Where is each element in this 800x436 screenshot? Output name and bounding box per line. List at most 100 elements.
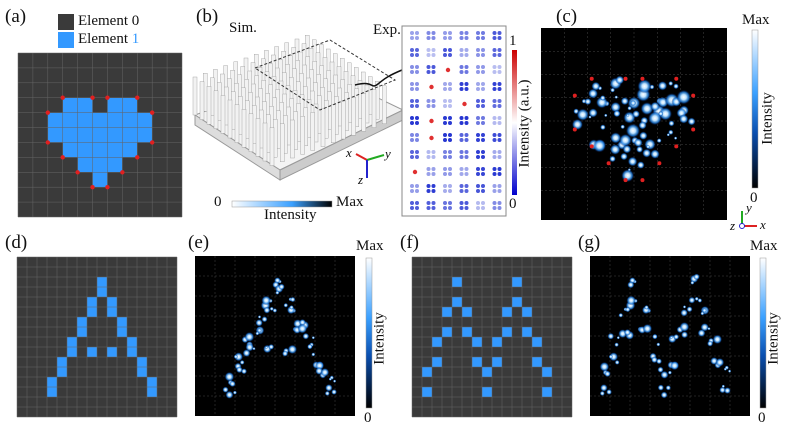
colorbar-e-title: Intensity (371, 312, 388, 365)
exp-blue-spot (431, 167, 436, 171)
intensity-spot (640, 102, 654, 116)
intensity-spot (627, 105, 632, 111)
intensity-spot (676, 89, 692, 105)
exp-blue-spot (497, 184, 502, 188)
element-1-cell (107, 157, 123, 173)
exp-colorbar-title: Intensity (a.u.) (516, 79, 533, 168)
exp-blue-spot (448, 53, 452, 57)
intensity-spot (283, 302, 289, 308)
element-1-cell (77, 142, 93, 158)
exp-blue-spot (426, 167, 431, 171)
exp-blue-spot (497, 99, 502, 103)
exp-blue-spot (410, 133, 414, 137)
intensity-spot (609, 155, 616, 163)
axes-triad-c (739, 211, 757, 229)
exp-blue-spot (476, 53, 480, 57)
exp-blue-spot (492, 133, 497, 137)
intensity-spot (719, 386, 726, 394)
element-1-cell (87, 347, 97, 357)
exp-blue-spot (459, 172, 464, 176)
exp-blue-spot (481, 167, 485, 171)
intensity-spot (257, 327, 262, 333)
exp-blue-spot (448, 189, 452, 193)
exp-blue-spot (492, 82, 497, 86)
intensity-spot (715, 357, 725, 367)
axis-x-label-c: x (760, 217, 766, 232)
exp-blue-spot (443, 53, 447, 57)
exp-blue-spot (415, 48, 419, 52)
element-1-cell (492, 357, 502, 367)
element-1-cell (442, 307, 452, 317)
exp-blue-spot (497, 48, 502, 52)
exp-blue-spot (497, 87, 502, 91)
sim-colorbar-title: Intensity (264, 207, 317, 223)
exp-blue-spot (410, 65, 414, 69)
exp-blue-spot (459, 48, 464, 52)
exp-blue-spot (459, 36, 464, 40)
exp-blue-spot (476, 184, 480, 188)
sim-colorbar-max: Max (336, 194, 364, 210)
intensity-spot (234, 352, 244, 362)
element-1-cell (62, 127, 78, 143)
exp-blue-spot (448, 48, 452, 52)
exp-blue-spot (464, 138, 469, 142)
intensity-spot (608, 354, 613, 359)
intensity-spot (328, 377, 332, 381)
exp-blue-spot (459, 138, 464, 142)
intensity-spot (660, 391, 668, 399)
intensity-spot (620, 124, 626, 130)
exp-blue-spot (431, 104, 436, 108)
exp-blue-spot (476, 70, 480, 74)
element-1-cell (62, 142, 78, 158)
exp-blue-spot (410, 87, 414, 91)
element-1-cell (122, 127, 138, 143)
axis-y-label-b: y (385, 146, 391, 161)
intensity-spot (652, 333, 658, 340)
intensity-grid-lines (195, 256, 355, 416)
exp-blue-spot (464, 116, 469, 120)
colorbar-e-max: Max (356, 238, 384, 254)
exp-blue-spot (443, 167, 447, 171)
intensity-spot (576, 108, 589, 121)
exp-blue-spot (459, 121, 464, 125)
exp-blue-spot (415, 70, 419, 74)
exp-blue-spot (426, 201, 431, 205)
nanopillar (199, 81, 205, 120)
element-1-cell (137, 357, 147, 367)
intensity-spot (700, 311, 705, 316)
intensity-spot (599, 361, 610, 372)
element-1-cell (47, 377, 57, 387)
exp-blue-spot (464, 65, 469, 69)
element-1-cell (452, 277, 462, 287)
exp-blue-spot (443, 201, 447, 205)
exp-blue-spot (481, 53, 485, 57)
exp-blue-spot (443, 104, 447, 108)
element-1-cell (92, 127, 108, 143)
exp-blue-spot (410, 184, 414, 188)
colorbar-g-max: Max (750, 238, 778, 254)
exp-blue-spot (415, 155, 419, 159)
exp-blue-spot (459, 133, 464, 137)
intensity-spot (665, 385, 672, 391)
heart-pattern-grid (17, 52, 183, 218)
element-1-cell (62, 112, 78, 128)
element-1-cell (67, 347, 77, 357)
intensity-spot (702, 307, 707, 313)
exp-blue-spot (443, 150, 447, 154)
exp-blue-spot (464, 70, 469, 74)
intensity-spot (637, 79, 652, 94)
exp-blue-spot (481, 201, 485, 205)
exp-blue-spot (410, 150, 414, 154)
exp-blue-spot (476, 48, 480, 52)
nanopillar (361, 93, 366, 132)
intensity-spot (610, 132, 622, 144)
intensity-spot (268, 343, 275, 350)
intensity-spot (287, 344, 298, 355)
intensity-spot (610, 101, 621, 113)
exp-blue-spot (448, 36, 452, 40)
exp-blue-spot (448, 167, 452, 171)
exp-blue-spot (415, 31, 419, 35)
intensity-spot (656, 342, 661, 347)
corner-marker (674, 144, 679, 149)
